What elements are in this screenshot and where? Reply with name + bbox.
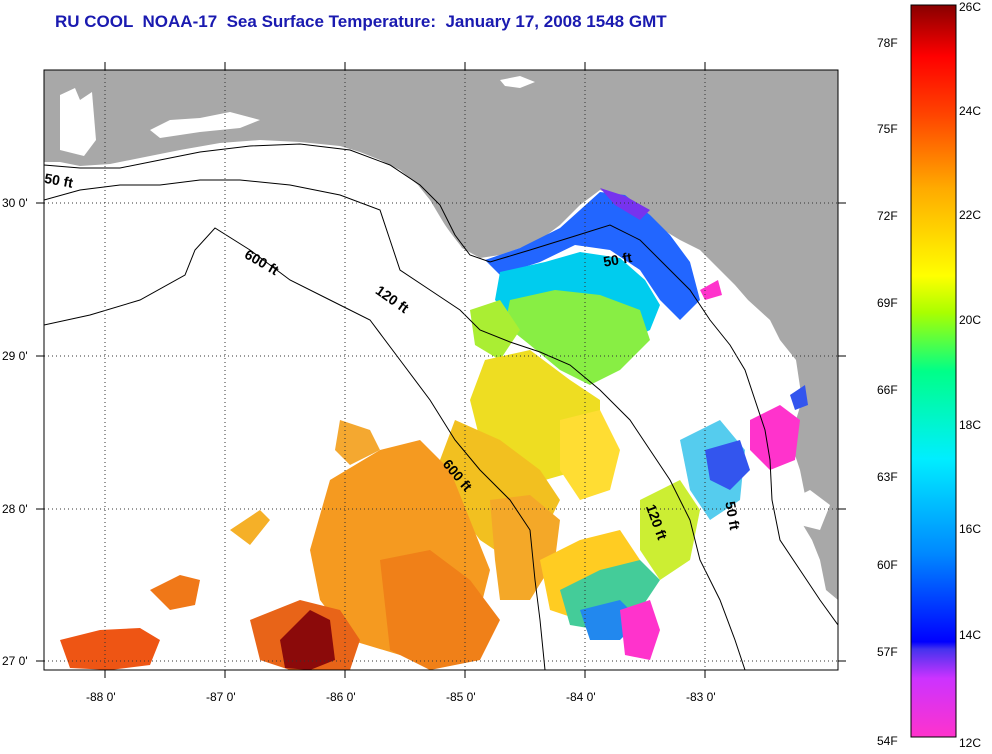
contour-600ft bbox=[44, 227, 546, 670]
colorbar bbox=[910, 4, 957, 738]
axis-ticks bbox=[36, 62, 846, 678]
lat-label: 27 0' bbox=[2, 654, 28, 668]
cb-f-label: 72F bbox=[877, 209, 898, 223]
cb-f-label: 54F bbox=[877, 734, 898, 748]
lon-label: -88 0' bbox=[86, 690, 116, 704]
cb-c-label: 16C bbox=[959, 522, 982, 536]
grid bbox=[44, 70, 838, 670]
lat-label: 29 0' bbox=[2, 349, 28, 363]
cb-f-label: 57F bbox=[877, 645, 898, 659]
lon-label: -83 0' bbox=[686, 690, 716, 704]
cb-c-label: 22C bbox=[959, 208, 982, 222]
lat-label: 30 0' bbox=[2, 196, 28, 210]
cb-c-label: 20C bbox=[959, 313, 982, 327]
cb-f-label: 63F bbox=[877, 470, 898, 484]
depth-contours bbox=[44, 143, 838, 670]
lake-white bbox=[500, 76, 535, 88]
cb-c-label: 26C bbox=[959, 0, 982, 14]
bay-apalachicola bbox=[430, 200, 470, 262]
lon-label: -84 0' bbox=[566, 690, 596, 704]
cb-f-label: 60F bbox=[877, 558, 898, 572]
cb-f-label: 75F bbox=[877, 122, 898, 136]
bay-mobile bbox=[60, 88, 96, 156]
bay-pensacola bbox=[150, 112, 260, 138]
cb-f-label: 69F bbox=[877, 296, 898, 310]
lon-label: -86 0' bbox=[326, 690, 356, 704]
map-title: RU COOL NOAA-17 Sea Surface Temperature:… bbox=[55, 12, 667, 31]
bay-tampa bbox=[790, 490, 830, 530]
cb-f-label: 78F bbox=[877, 36, 898, 50]
land-panhandle bbox=[44, 70, 838, 600]
contour-120ft bbox=[44, 179, 746, 670]
cb-c-label: 18C bbox=[959, 418, 982, 432]
lat-label: 28 0' bbox=[2, 502, 28, 516]
contour-50ft bbox=[44, 143, 838, 626]
lon-label: -87 0' bbox=[206, 690, 236, 704]
lon-label: -85 0' bbox=[446, 690, 476, 704]
sst-data bbox=[60, 188, 808, 670]
cb-c-label: 12C bbox=[959, 736, 982, 750]
cb-f-label: 66F bbox=[877, 383, 898, 397]
cb-c-label: 14C bbox=[959, 628, 982, 642]
cb-c-label: 24C bbox=[959, 104, 982, 118]
